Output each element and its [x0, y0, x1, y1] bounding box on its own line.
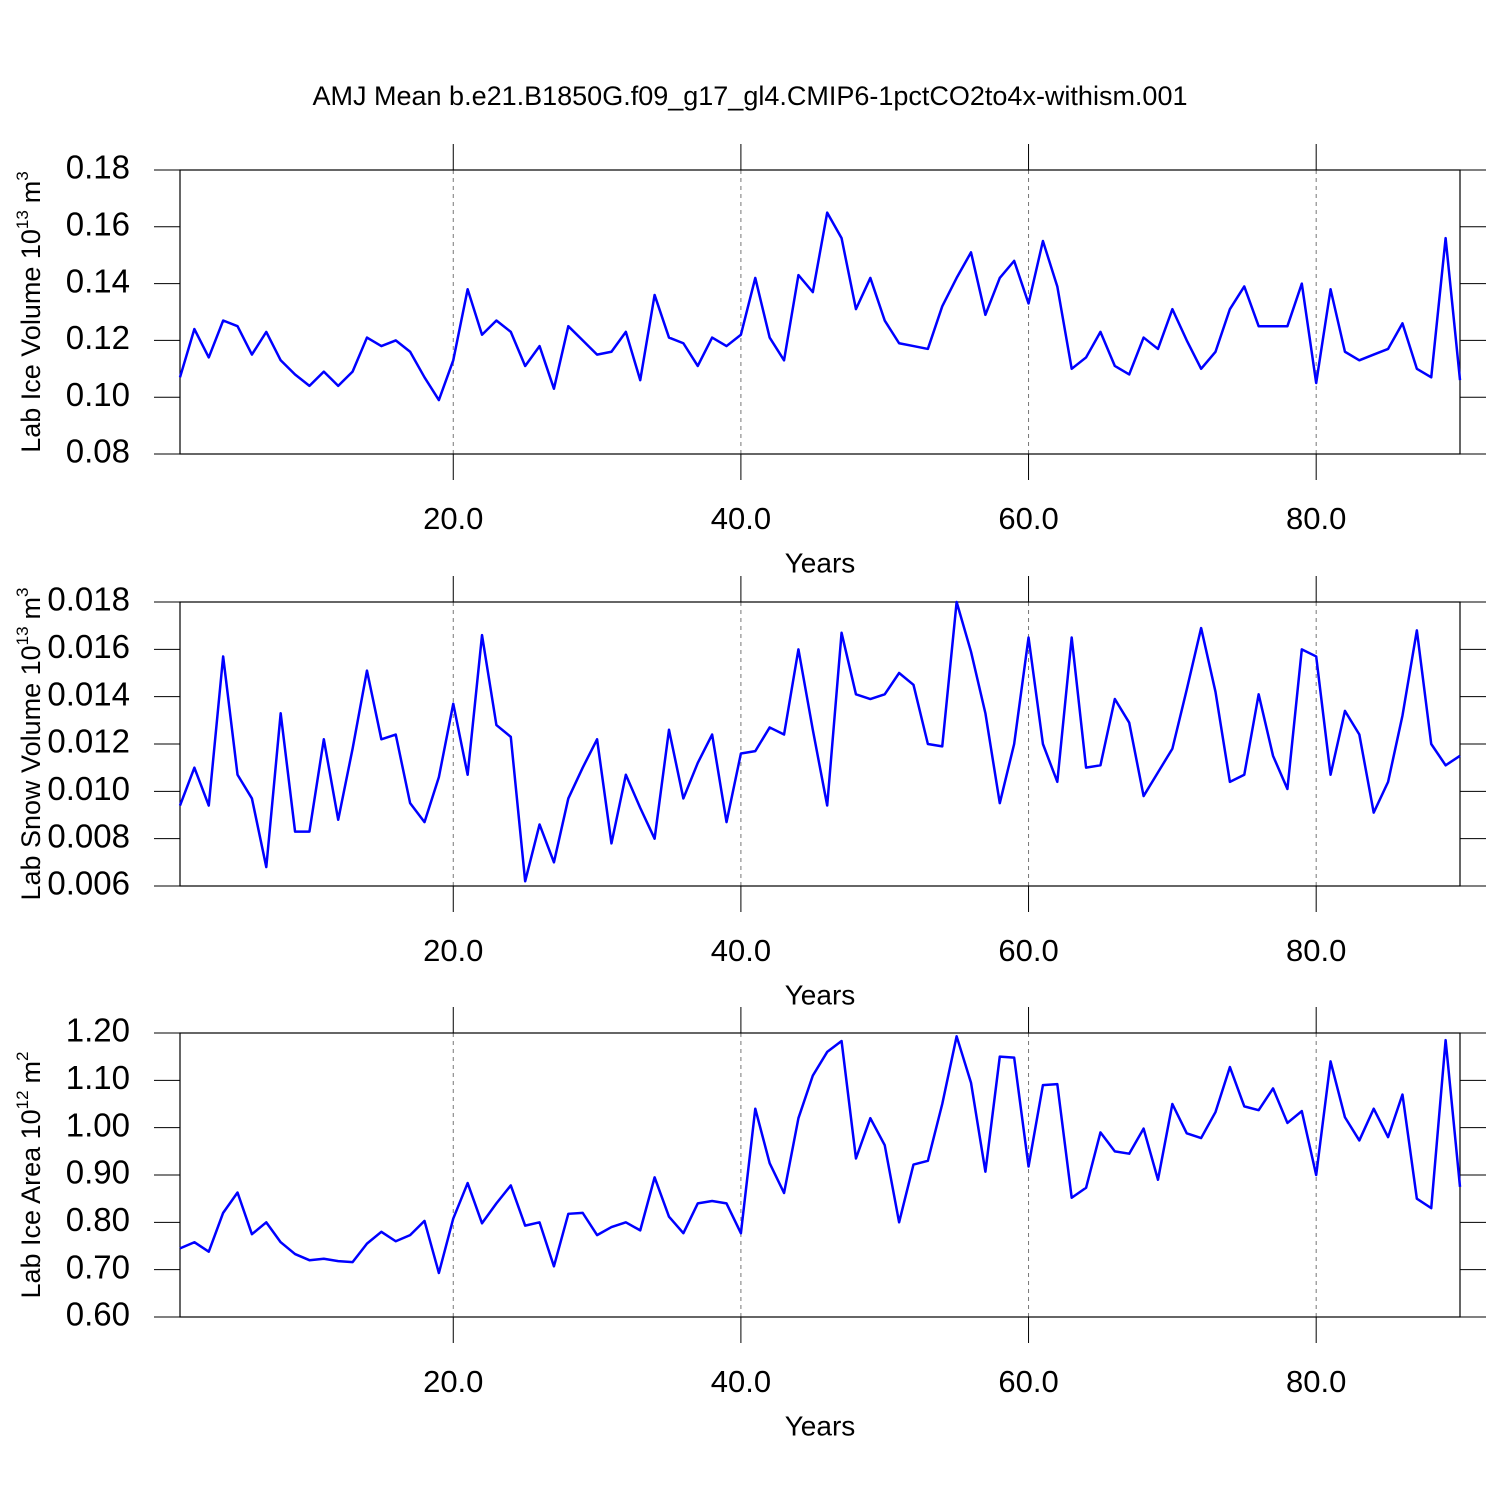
y-tick-label: 0.006 [47, 865, 130, 902]
y-axis-label-superscript: 3 [13, 171, 32, 180]
x-tick-label: 80.0 [1286, 1364, 1346, 1399]
y-axis-label-part: m [16, 597, 46, 620]
y-axis-label-part: Lab Ice Area 10 [16, 1109, 46, 1298]
data-line [178, 211, 1462, 402]
plot-frame [179, 169, 1461, 455]
figure-title: AMJ Mean b.e21.B1850G.f09_g17_gl4.CMIP6-… [313, 81, 1188, 111]
y-axis-label-part: Lab Ice Volume 10 [16, 229, 46, 453]
y-axis-label: Lab Ice Volume 1013 m3 [13, 171, 46, 453]
y-axis-label-superscript: 2 [13, 1051, 32, 1060]
y-tick-label: 0.012 [47, 723, 130, 760]
y-tick-label: 1.20 [66, 1012, 130, 1049]
y-tick-label: 0.16 [66, 206, 130, 243]
x-tick-label: 60.0 [998, 501, 1058, 536]
x-axis-label: Years [785, 547, 856, 578]
x-tick-label: 60.0 [998, 933, 1058, 968]
x-tick-label: 20.0 [423, 501, 483, 536]
y-tick-label: 0.60 [66, 1296, 130, 1333]
y-axis-label-part: Lab Snow Volume 10 [16, 645, 46, 900]
data-line [178, 600, 1461, 883]
plot-frame [179, 601, 1461, 887]
x-tick-label: 40.0 [711, 1364, 771, 1399]
y-axis-label-superscript: 3 [13, 587, 32, 596]
y-axis-label: Lab Ice Area 1012 m2 [13, 1051, 46, 1298]
y-axis-label: Lab Snow Volume 1013 m3 [13, 587, 46, 900]
x-tick-label: 20.0 [423, 933, 483, 968]
x-tick-label: 80.0 [1286, 933, 1346, 968]
y-tick-label: 0.018 [47, 581, 130, 618]
y-axis-label-superscript: 13 [13, 210, 32, 229]
y-tick-label: 0.08 [66, 433, 130, 470]
x-tick-label: 40.0 [711, 501, 771, 536]
y-tick-label: 0.016 [47, 628, 130, 665]
y-axis-label-part: m [16, 1061, 46, 1084]
x-tick-label: 20.0 [423, 1364, 483, 1399]
x-tick-label: 80.0 [1286, 501, 1346, 536]
y-axis-label-superscript: 12 [13, 1090, 32, 1109]
y-tick-label: 1.00 [66, 1106, 130, 1143]
x-axis-label: Years [785, 979, 856, 1010]
y-tick-label: 0.10 [66, 376, 130, 413]
y-tick-label: 0.014 [47, 675, 130, 712]
y-tick-label: 0.14 [66, 262, 130, 299]
x-axis-label: Years [785, 1410, 856, 1441]
x-tick-label: 60.0 [998, 1364, 1058, 1399]
y-tick-label: 0.010 [47, 770, 130, 807]
y-tick-label: 0.80 [66, 1201, 130, 1238]
y-tick-label: 0.90 [66, 1154, 130, 1191]
plot-frame [179, 1032, 1461, 1318]
y-axis-label-superscript: 13 [13, 626, 32, 645]
y-tick-label: 0.008 [47, 817, 130, 854]
y-tick-label: 1.10 [66, 1059, 130, 1096]
y-axis-label-part: m [16, 181, 46, 204]
data-line [179, 1035, 1462, 1275]
y-tick-label: 0.12 [66, 319, 130, 356]
y-tick-label: 0.70 [66, 1248, 130, 1285]
y-tick-label: 0.18 [66, 149, 130, 186]
x-tick-label: 40.0 [711, 933, 771, 968]
